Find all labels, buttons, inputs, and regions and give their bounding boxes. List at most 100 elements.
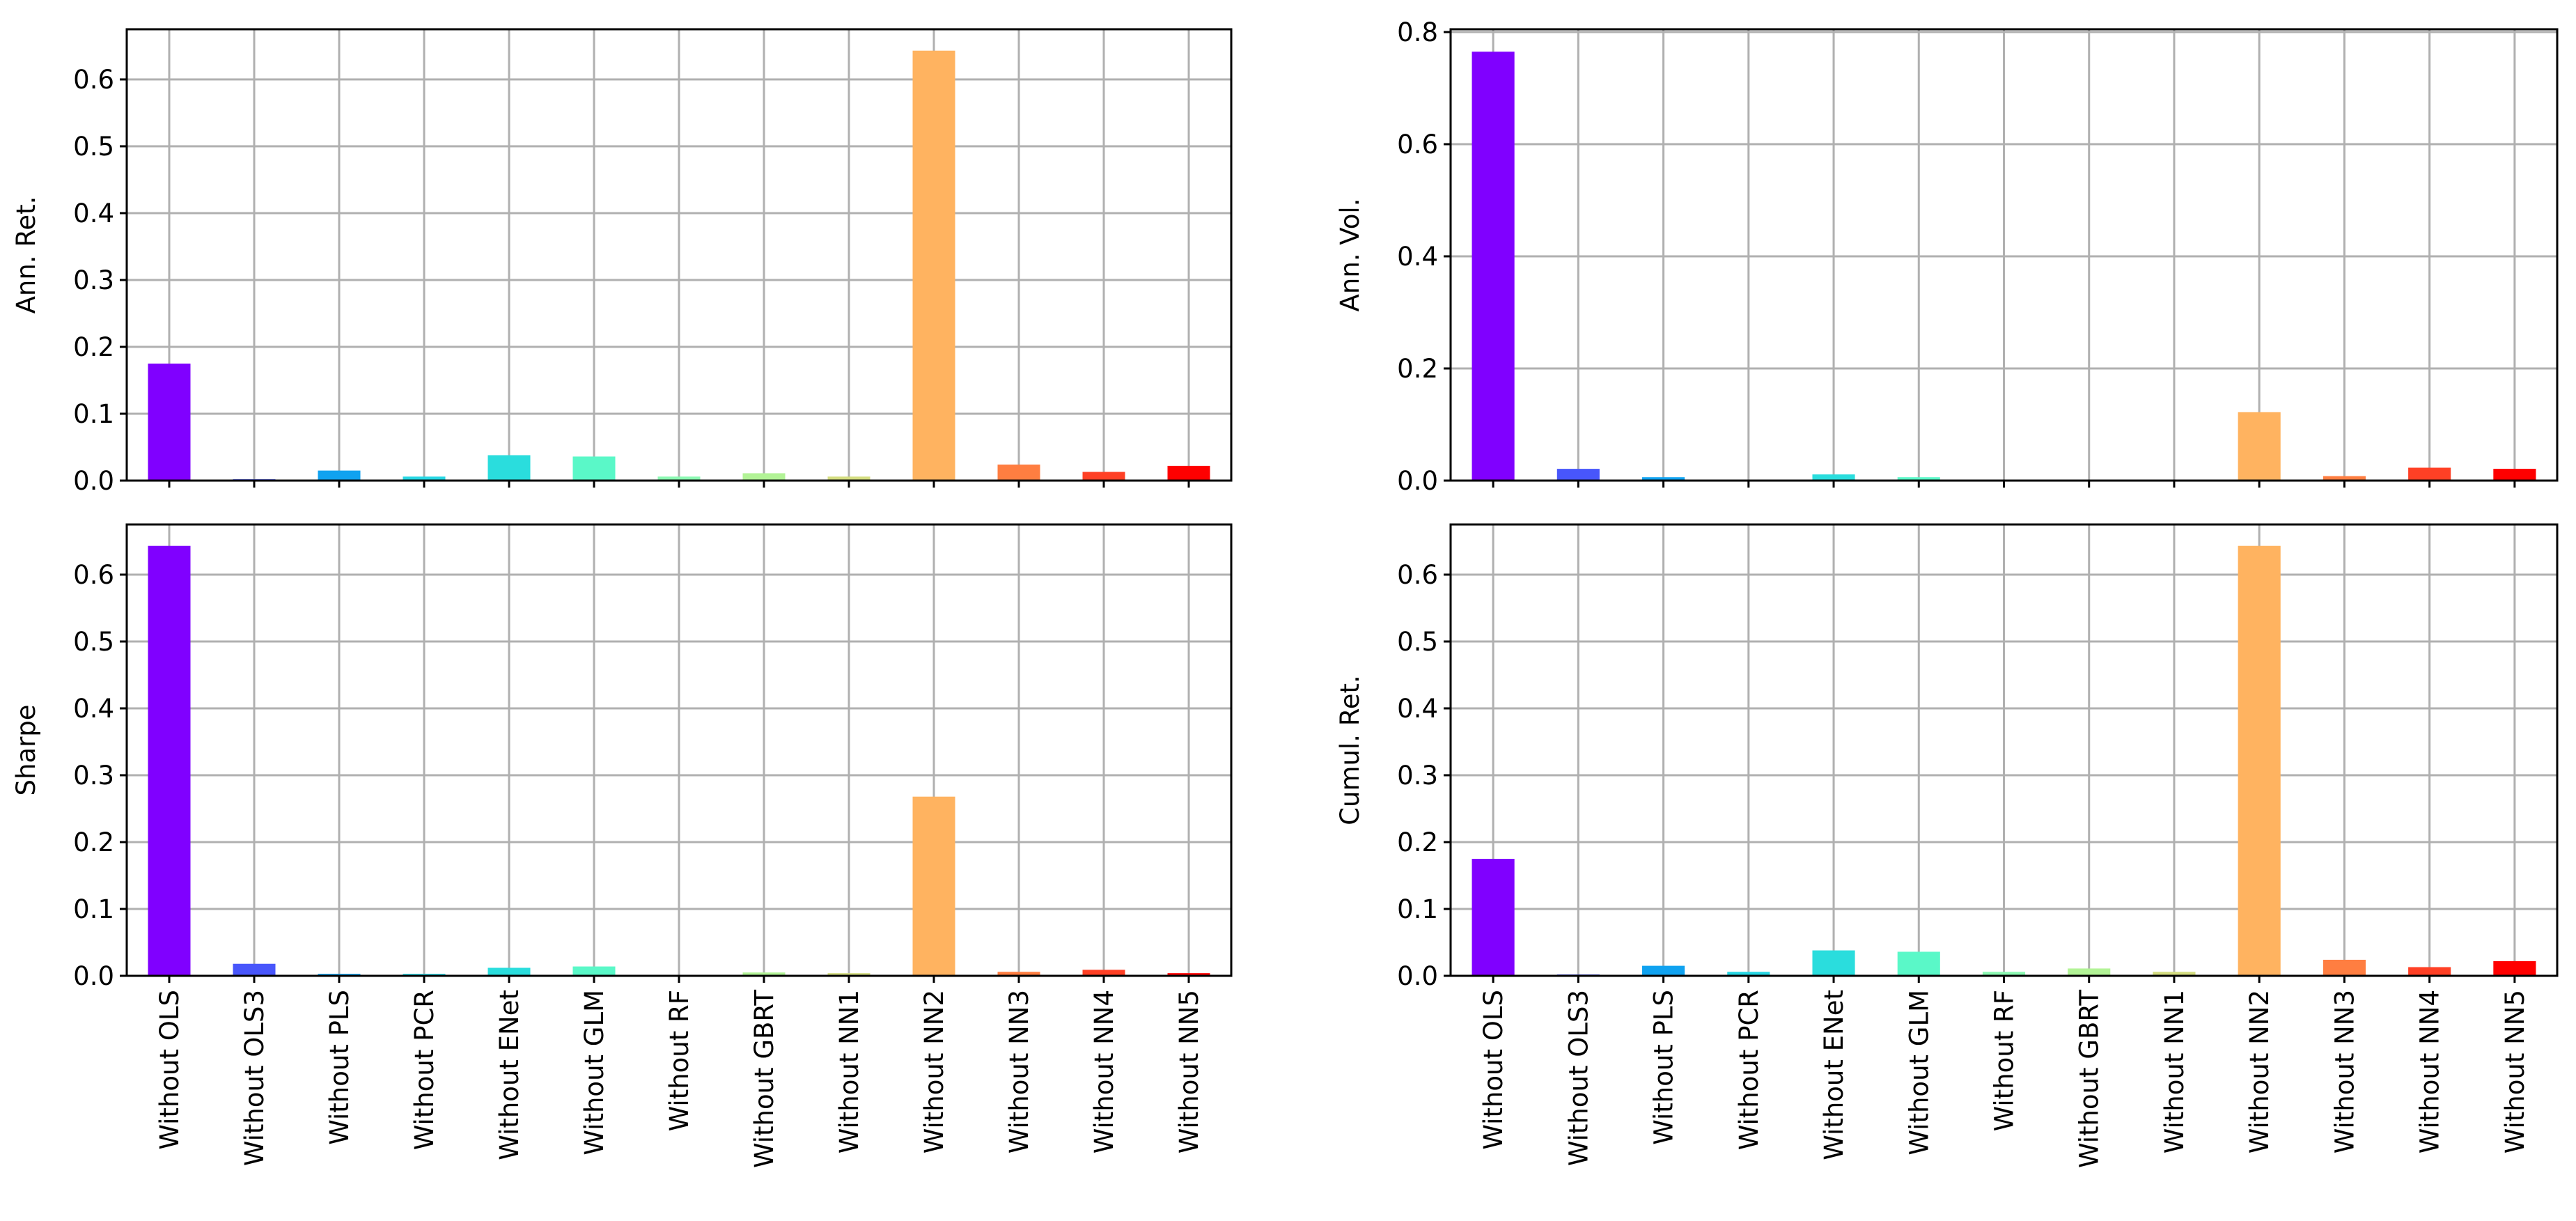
y-tick-label: 0.3	[73, 761, 114, 791]
y-tick-label: 0.0	[73, 961, 114, 991]
y-tick-label: 0.6	[73, 560, 114, 590]
y-tick-label: 0.2	[1397, 827, 1438, 857]
y-tick-label: 0.8	[1397, 17, 1438, 47]
bar	[742, 473, 786, 481]
x-tick-label: Without RF	[664, 990, 694, 1131]
bar	[2493, 961, 2536, 976]
y-tick-label: 0.4	[73, 199, 114, 228]
bar	[997, 972, 1040, 976]
y-axis-label: Sharpe	[11, 704, 41, 795]
bar	[1082, 970, 1125, 976]
bar	[2493, 469, 2536, 481]
bar	[572, 456, 616, 481]
y-tick-label: 0.1	[1397, 894, 1438, 924]
x-tick-label: Without GLM	[579, 990, 609, 1156]
y-tick-label: 0.1	[73, 399, 114, 429]
x-tick-label: Without NN5	[2500, 990, 2530, 1153]
bar	[2238, 412, 2281, 481]
bar	[1472, 859, 1515, 976]
x-tick-label: Without OLS	[155, 990, 185, 1150]
y-tick-label: 0.4	[1397, 694, 1438, 724]
x-tick-label: Without NN4	[1089, 990, 1119, 1153]
bar	[1897, 477, 1940, 481]
x-tick-label: Without OLS3	[240, 990, 270, 1166]
bar	[2323, 476, 2366, 481]
bar	[2408, 467, 2451, 481]
bar	[827, 973, 871, 976]
bar	[403, 476, 446, 481]
y-axis-label: Ann. Ret.	[11, 196, 41, 314]
y-tick-label: 0.6	[1397, 560, 1438, 590]
y-tick-label: 0.3	[73, 265, 114, 295]
bar	[742, 972, 786, 976]
y-tick-label: 0.0	[1397, 466, 1438, 496]
x-tick-label: Without PLS	[1649, 990, 1679, 1145]
x-tick-label: Without GBRT	[2075, 990, 2105, 1168]
x-tick-label: Without NN3	[2329, 990, 2359, 1153]
y-axis-label: Cumul. Ret.	[1335, 675, 1365, 825]
x-tick-label: Without PCR	[409, 990, 439, 1150]
x-tick-label: Without ENet	[1819, 990, 1849, 1160]
bar	[2068, 968, 2111, 976]
bar	[912, 50, 955, 481]
bar	[487, 455, 531, 481]
y-tick-label: 0.2	[73, 332, 114, 362]
bar	[997, 464, 1040, 481]
bar	[1812, 474, 1855, 481]
y-tick-label: 0.5	[73, 132, 114, 162]
y-tick-label: 0.4	[1397, 242, 1438, 272]
bar	[1982, 972, 2026, 976]
y-tick-label: 0.3	[1397, 761, 1438, 791]
bar	[233, 963, 276, 976]
chart-panel-2: 0.0 0.2 0.4 0.6 0.8 Ann. Vol.	[1335, 17, 2559, 496]
chart-panel-3: 0.0 0.1 0.2 0.3 0.4 0.5 0.6 Without OLS Without …	[11, 523, 1233, 1168]
y-tick-label: 0.0	[1397, 961, 1438, 991]
bar	[657, 476, 701, 481]
x-tick-label: Without ENet	[494, 990, 524, 1160]
bar	[1472, 52, 1515, 481]
x-tick-label: Without OLS	[1478, 990, 1508, 1150]
bar	[148, 545, 191, 976]
bar	[572, 966, 616, 976]
y-tick-label: 0.4	[73, 694, 114, 724]
y-tick-label: 0.5	[73, 627, 114, 657]
x-tick-label: Without NN1	[834, 990, 864, 1153]
bar	[318, 470, 361, 481]
bar	[1167, 973, 1210, 976]
y-tick-label: 0.0	[73, 466, 114, 496]
bar	[1642, 965, 1685, 976]
bar	[912, 796, 955, 976]
bar	[1167, 465, 1210, 481]
y-axis-label: Ann. Vol.	[1335, 199, 1365, 312]
y-tick-label: 0.6	[1397, 130, 1438, 160]
bar	[2323, 959, 2366, 976]
x-tick-label: Without RF	[1990, 990, 2020, 1131]
bar	[2153, 972, 2196, 976]
x-tick-label: Without NN5	[1174, 990, 1204, 1153]
bar	[1642, 477, 1685, 481]
x-tick-label: Without NN1	[2160, 990, 2189, 1153]
bar	[1082, 472, 1125, 481]
chart-panel-4: 0.0 0.1 0.2 0.3 0.4 0.5 0.6 Without OLS Without …	[1335, 523, 2559, 1168]
x-tick-label: Without PCR	[1734, 990, 1764, 1150]
bar	[2408, 967, 2451, 976]
y-tick-label: 0.1	[73, 894, 114, 924]
bar	[1812, 950, 1855, 976]
bar	[1727, 972, 1770, 976]
bar	[2238, 545, 2281, 976]
y-tick-label: 0.2	[73, 827, 114, 857]
bar	[827, 476, 871, 481]
bar	[1556, 469, 1600, 481]
x-tick-label: Without NN3	[1004, 990, 1034, 1153]
bar	[148, 364, 191, 481]
x-tick-label: Without NN2	[919, 990, 949, 1153]
x-tick-label: Without OLS3	[1563, 990, 1593, 1166]
chart-panel-1: 0.0 0.1 0.2 0.3 0.4 0.5 0.6 Ann. Ret.	[11, 28, 1233, 496]
y-tick-label: 0.5	[1397, 627, 1438, 657]
x-tick-label: Without NN4	[2415, 990, 2445, 1153]
y-tick-label: 0.6	[73, 65, 114, 95]
bar	[487, 967, 531, 976]
x-tick-label: Without PLS	[325, 990, 354, 1145]
